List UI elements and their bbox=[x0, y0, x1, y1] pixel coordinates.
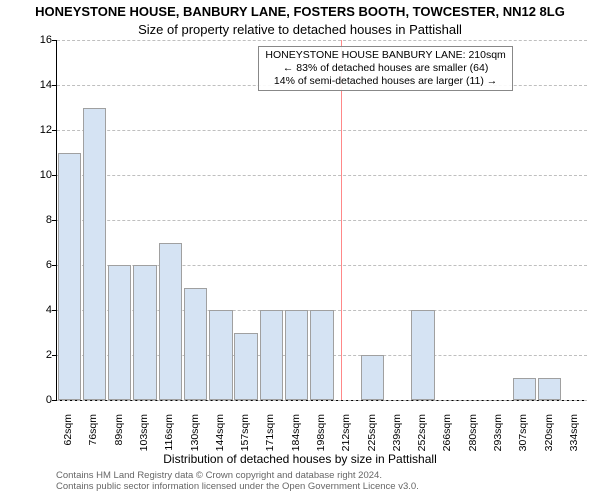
bar bbox=[159, 243, 182, 401]
bar bbox=[260, 310, 283, 400]
y-tick-mark bbox=[52, 40, 56, 41]
bar bbox=[538, 378, 561, 401]
bar bbox=[310, 310, 333, 400]
attribution-line2: Contains public sector information licen… bbox=[56, 481, 419, 492]
chart-title-2: Size of property relative to detached ho… bbox=[0, 22, 600, 37]
gridline bbox=[57, 400, 587, 401]
y-tick-mark bbox=[52, 310, 56, 311]
bar bbox=[234, 333, 257, 401]
y-tick-label: 16 bbox=[38, 34, 52, 46]
bar bbox=[209, 310, 232, 400]
plot-area: HONEYSTONE HOUSE BANBURY LANE: 210sqm ← … bbox=[56, 40, 587, 401]
bar bbox=[133, 265, 156, 400]
chart-title-1: HONEYSTONE HOUSE, BANBURY LANE, FOSTERS … bbox=[0, 4, 600, 19]
y-tick-mark bbox=[52, 175, 56, 176]
annotation-line3: 14% of semi-detached houses are larger (… bbox=[265, 75, 505, 88]
bar bbox=[184, 288, 207, 401]
y-tick-label: 6 bbox=[38, 259, 52, 271]
attribution: Contains HM Land Registry data © Crown c… bbox=[56, 470, 419, 493]
bar bbox=[411, 310, 434, 400]
bar bbox=[285, 310, 308, 400]
y-tick-label: 10 bbox=[38, 169, 52, 181]
annotation-box: HONEYSTONE HOUSE BANBURY LANE: 210sqm ← … bbox=[258, 46, 512, 91]
attribution-line1: Contains HM Land Registry data © Crown c… bbox=[56, 470, 419, 481]
y-tick-mark bbox=[52, 130, 56, 131]
bar bbox=[83, 108, 106, 401]
y-tick-mark bbox=[52, 400, 56, 401]
annotation-line1: HONEYSTONE HOUSE BANBURY LANE: 210sqm bbox=[265, 49, 505, 62]
bar bbox=[108, 265, 131, 400]
x-axis-label: Distribution of detached houses by size … bbox=[0, 452, 600, 466]
bars-group bbox=[57, 40, 587, 400]
reference-line bbox=[341, 40, 342, 400]
bar bbox=[361, 355, 384, 400]
y-tick-mark bbox=[52, 355, 56, 356]
y-tick-label: 0 bbox=[38, 394, 52, 406]
y-tick-label: 12 bbox=[38, 124, 52, 136]
y-tick-label: 14 bbox=[38, 79, 52, 91]
bar bbox=[513, 378, 536, 401]
y-tick-mark bbox=[52, 265, 56, 266]
y-tick-label: 2 bbox=[38, 349, 52, 361]
y-tick-mark bbox=[52, 220, 56, 221]
chart-container: HONEYSTONE HOUSE, BANBURY LANE, FOSTERS … bbox=[0, 0, 600, 500]
y-tick-mark bbox=[52, 85, 56, 86]
bar bbox=[58, 153, 81, 401]
y-tick-label: 4 bbox=[38, 304, 52, 316]
annotation-line2: ← 83% of detached houses are smaller (64… bbox=[265, 62, 505, 75]
y-tick-label: 8 bbox=[38, 214, 52, 226]
